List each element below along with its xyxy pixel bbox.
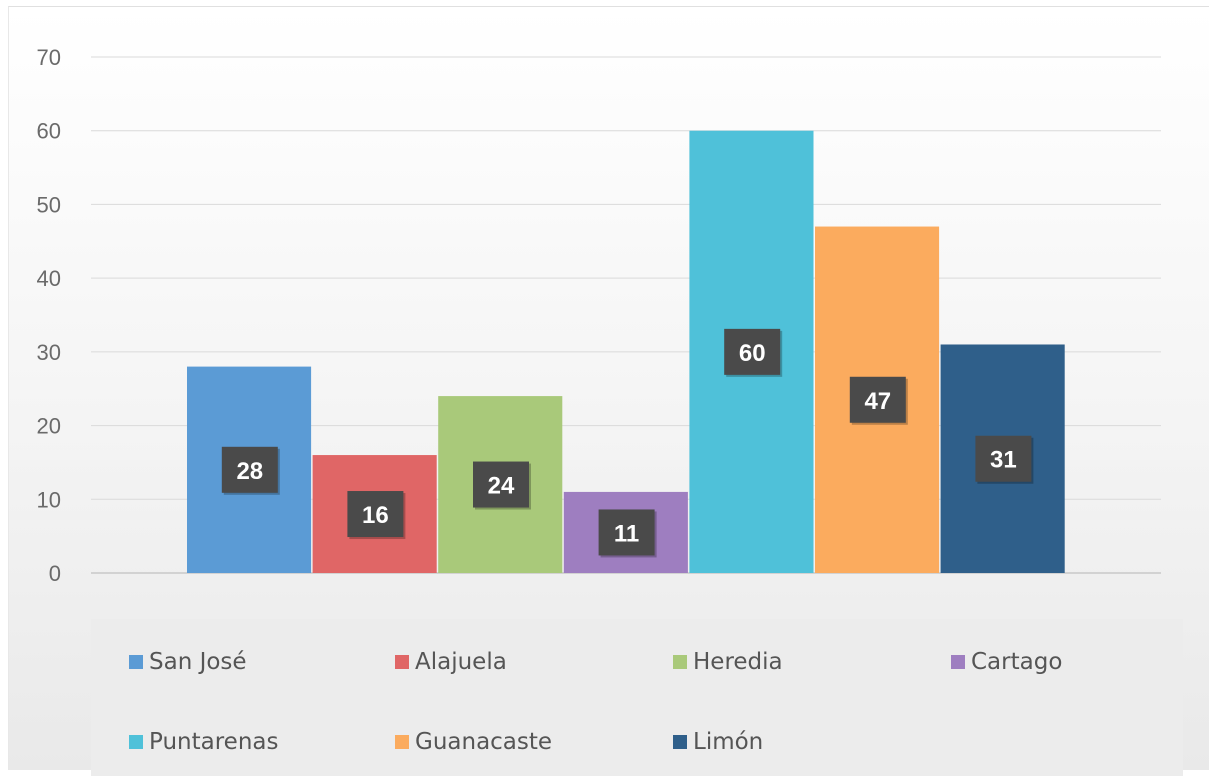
legend: San José Alajuela Heredia Cartago Puntarenas… (91, 619, 1183, 776)
chart-frame: 0 10 20 30 40 50 60 70 28 16 24 11 60 47 31 San José Al… (8, 6, 1209, 776)
data-label: 16 (362, 502, 389, 529)
data-label-box (473, 461, 529, 508)
legend-item: Puntarenas (129, 729, 279, 755)
y-tick-label: 10 (37, 487, 61, 512)
legend-item: Alajuela (395, 649, 507, 675)
legend-item: Heredia (673, 649, 783, 675)
legend-swatch (395, 655, 409, 669)
y-tick-label: 20 (37, 414, 61, 439)
data-label-box (598, 509, 655, 556)
legend-label: Limón (693, 729, 764, 755)
legend-label: Puntarenas (149, 729, 279, 755)
legend-label: Alajuela (415, 649, 507, 675)
data-label-box (724, 328, 781, 375)
data-label-box (849, 376, 906, 423)
legend-swatch (951, 655, 965, 669)
y-tick-label: 60 (37, 119, 61, 144)
data-label: 11 (614, 520, 639, 547)
bar-chart: 0 10 20 30 40 50 60 70 28 16 24 11 60 47 31 (37, 45, 1161, 586)
data-label: 47 (864, 388, 891, 415)
legend-swatch (673, 735, 687, 749)
data-label-box (347, 491, 404, 538)
y-tick-label: 50 (37, 192, 61, 217)
y-tick-label: 70 (37, 45, 61, 70)
data-label: 24 (488, 473, 515, 500)
legend-label: Guanacaste (415, 729, 553, 755)
legend-swatch (129, 655, 143, 669)
data-label-box (975, 435, 1032, 482)
y-tick-label: 0 (49, 561, 61, 586)
legend-label: Heredia (693, 649, 783, 675)
data-label: 31 (990, 447, 1017, 474)
data-label: 60 (739, 340, 766, 367)
data-label-box (221, 446, 278, 493)
y-tick-label: 30 (37, 340, 61, 365)
legend-label: Cartago (971, 649, 1063, 675)
y-tick-label: 40 (37, 266, 61, 291)
legend-swatch (395, 735, 409, 749)
legend-swatch (129, 735, 143, 749)
data-label: 28 (236, 458, 263, 485)
legend-item: San José (129, 649, 247, 675)
legend-label: San José (149, 649, 247, 675)
legend-item: Guanacaste (395, 729, 552, 755)
legend-swatch (673, 655, 687, 669)
legend-item: Limón (673, 729, 763, 755)
legend-item: Cartago (951, 649, 1062, 675)
